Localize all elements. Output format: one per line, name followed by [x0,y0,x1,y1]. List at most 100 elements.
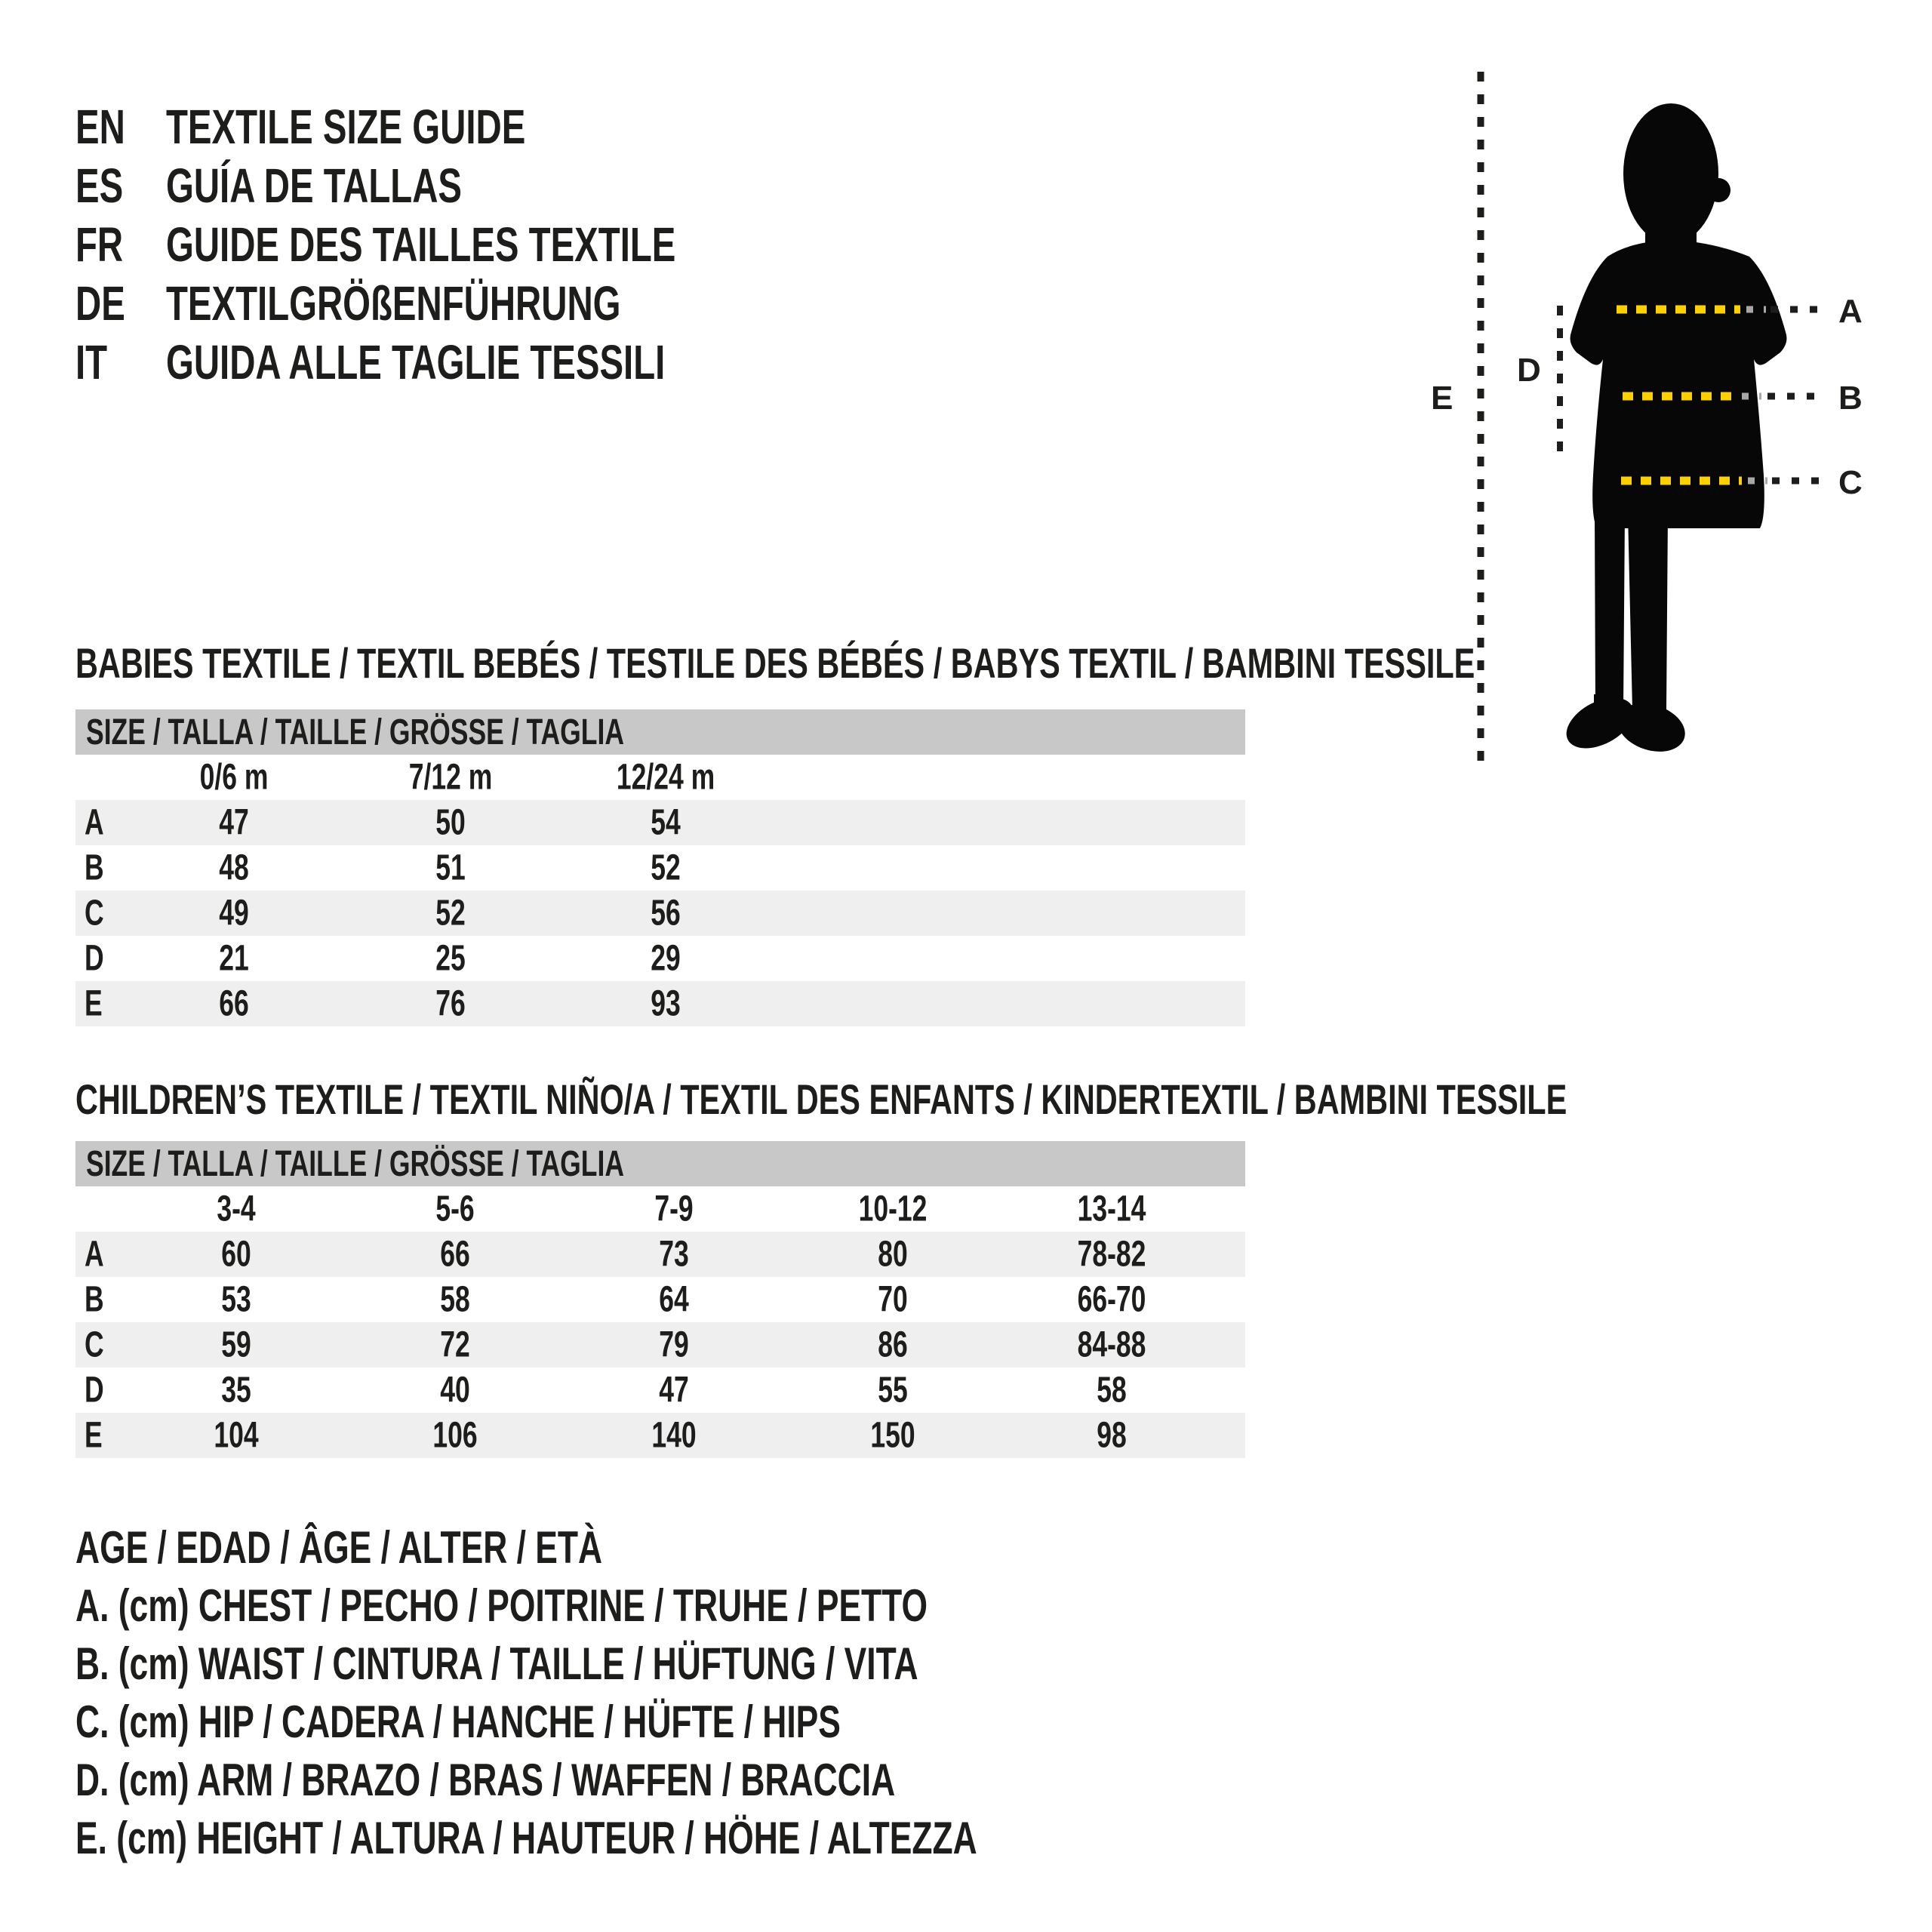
cell: 104 [214,1415,259,1456]
figure-label-d: D [1517,352,1541,389]
row-label: B [85,1279,104,1320]
silhouette-ear [1706,178,1730,202]
silhouette-head [1623,103,1718,244]
lang-code-it: IT [75,335,108,389]
cell: 66-70 [1077,1279,1146,1320]
children-size-header-bar: SIZE / TALLA / TAILLE / GRÖSSE / TAGLIA [75,1141,1245,1186]
row-label: E [85,983,103,1024]
cell: 64 [659,1279,689,1320]
cell: 29 [651,938,681,979]
table-row: A 60 66 73 80 78-82 [75,1232,1245,1277]
lang-row-de: DE TEXTILGRÖßENFÜHRUNG [75,274,855,333]
table-row: D 21 25 29 [75,936,1245,981]
babies-col-0: 0/6 m [199,757,269,798]
figure-label-e: E [1431,380,1453,417]
lang-title-fr: GUIDE DES TAILLES TEXTILE [166,217,676,272]
cell: 140 [651,1415,697,1456]
cell: 106 [432,1415,478,1456]
babies-size-header-bar: SIZE / TALLA / TAILLE / GRÖSSE / TAGLIA [75,709,1245,755]
children-section-heading: CHILDREN’S TEXTILE / TEXTIL NIÑO/A / TEX… [75,1075,1932,1123]
legend-text: D. (cm) ARM / BRAZO / BRAS / WAFFEN / BR… [75,1755,896,1805]
cell: 84-88 [1077,1324,1146,1365]
cell: 70 [878,1279,908,1320]
lang-row-en: EN TEXTILE SIZE GUIDE [75,97,855,156]
table-row: D 35 40 47 55 58 [75,1367,1245,1413]
table-row: E 66 76 93 [75,981,1245,1026]
lang-row-fr: FR GUIDE DES TAILLES TEXTILE [75,215,855,274]
cell: 58 [440,1279,470,1320]
row-label: C [85,893,104,934]
cell: 50 [435,802,466,843]
cell: 59 [221,1324,251,1365]
figure-label-a: A [1838,293,1863,330]
cell: 150 [870,1415,915,1456]
cell: 86 [878,1324,908,1365]
children-heading-text: CHILDREN’S TEXTILE / TEXTIL NIÑO/A / TEX… [75,1075,1567,1123]
babies-col-1: 7/12 m [408,757,493,798]
children-size-header-text: SIZE / TALLA / TAILLE / GRÖSSE / TAGLIA [86,1143,625,1184]
lang-row-it: IT GUIDA ALLE TAGLIE TESSILI [75,333,855,392]
legend-text: B. (cm) WAIST / CINTURA / TAILLE / HÜFTU… [75,1638,918,1689]
babies-size-table: SIZE / TALLA / TAILLE / GRÖSSE / TAGLIA … [75,709,1245,1026]
table-row: C 59 72 79 86 84-88 [75,1322,1245,1367]
table-row: E 104 106 140 150 98 [75,1413,1245,1458]
cell: 55 [878,1370,908,1411]
row-label: D [85,1370,104,1411]
children-column-header-row: 3-4 5-6 7-9 10-12 13-14 [75,1186,1245,1232]
table-row: A 47 50 54 [75,800,1245,845]
children-col-4: 13-14 [1077,1189,1146,1229]
figure-label-c: C [1838,464,1863,501]
silhouette-torso [1570,240,1787,528]
cell: 56 [651,893,681,934]
children-col-0: 3-4 [217,1189,256,1229]
table-row: B 53 58 64 70 66-70 [75,1277,1245,1322]
row-label: B [85,848,104,888]
cell: 66 [219,983,249,1024]
legend-line-age: AGE / EDAD / ÂGE / ALTER / ETÀ [75,1518,1294,1577]
cell: 47 [659,1370,689,1411]
children-col-1: 5-6 [435,1189,475,1229]
silhouette-right-shoe [1617,703,1685,752]
cell: 98 [1097,1415,1127,1456]
cell: 35 [221,1370,251,1411]
legend-line-waist: B. (cm) WAIST / CINTURA / TAILLE / HÜFTU… [75,1635,1294,1693]
silhouette-left-shoe [1566,697,1634,749]
children-col-2: 7-9 [654,1189,694,1229]
babies-size-header-text: SIZE / TALLA / TAILLE / GRÖSSE / TAGLIA [86,712,625,752]
cell: 93 [651,983,681,1024]
cell: 72 [440,1324,470,1365]
lang-title-it: GUIDA ALLE TAGLIE TESSILI [166,335,666,389]
child-measurement-figure: A B C D E [1431,72,1863,761]
row-label: C [85,1324,104,1365]
cell: 48 [219,848,249,888]
figure-label-b: B [1838,380,1863,417]
lang-code-de: DE [75,276,125,331]
cell: 21 [219,938,249,979]
cell: 79 [659,1324,689,1365]
table-row: C 49 52 56 [75,891,1245,936]
lang-title-de: TEXTILGRÖßENFÜHRUNG [166,276,621,331]
lang-title-en: TEXTILE SIZE GUIDE [166,100,526,154]
cell: 47 [219,802,249,843]
babies-column-header-row: 0/6 m 7/12 m 12/24 m [75,755,1245,800]
legend-text: C. (cm) HIP / CADERA / HANCHE / HÜFTE / … [75,1697,841,1747]
children-size-table: SIZE / TALLA / TAILLE / GRÖSSE / TAGLIA … [75,1141,1245,1458]
silhouette-left-leg [1595,513,1625,724]
cell: 25 [435,938,466,979]
child-silhouette [1566,103,1787,752]
language-title-list: EN TEXTILE SIZE GUIDE ES GUÍA DE TALLAS … [75,97,855,392]
cell: 40 [440,1370,470,1411]
legend-line-height: E. (cm) HEIGHT / ALTURA / HAUTEUR / HÖHE… [75,1809,1294,1867]
cell: 76 [435,983,466,1024]
cell: 51 [435,848,466,888]
cell: 58 [1097,1370,1127,1411]
row-label: D [85,938,104,979]
legend-line-chest: A. (cm) CHEST / PECHO / POITRINE / TRUHE… [75,1577,1294,1635]
legend-line-hip: C. (cm) HIP / CADERA / HANCHE / HÜFTE / … [75,1693,1294,1751]
legend-text: A. (cm) CHEST / PECHO / POITRINE / TRUHE… [75,1580,928,1631]
children-col-3: 10-12 [858,1189,928,1229]
lang-code-fr: FR [75,217,124,272]
lang-title-es: GUÍA DE TALLAS [166,158,463,213]
babies-section-heading: BABIES TEXTILE / TEXTIL BEBÉS / TESTILE … [75,639,1932,687]
